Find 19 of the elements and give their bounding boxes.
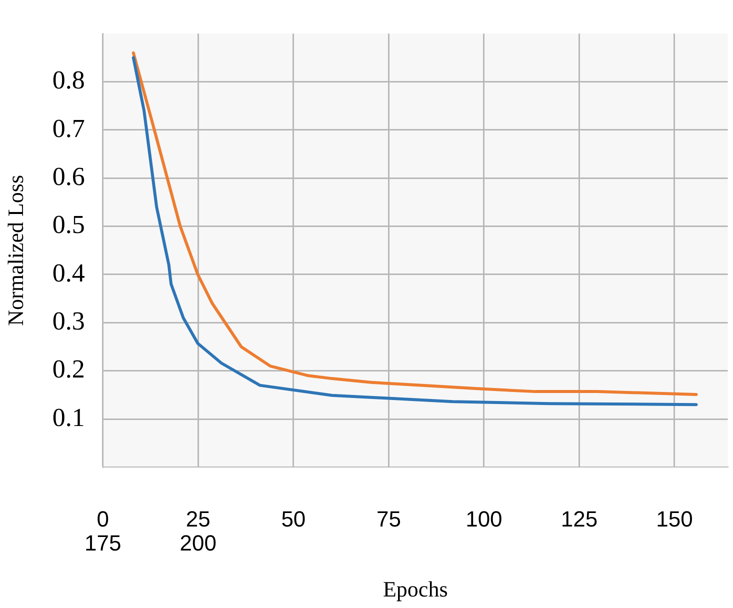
- x-axis-title: Epochs: [382, 576, 448, 602]
- y-tick-label: 0.6: [52, 162, 85, 191]
- y-tick-label: 0.7: [52, 114, 85, 143]
- y-tick-label: 0.4: [52, 258, 85, 288]
- x-tick-label: 0: [96, 506, 110, 532]
- x-tick-label: 150: [656, 506, 693, 532]
- text: 175: [84, 530, 122, 556]
- text: 200: [180, 530, 217, 556]
- x-tick-label: 100: [466, 506, 502, 532]
- y-tick-label: 0.1: [52, 402, 85, 432]
- y-axis-title: Normalized Loss: [2, 174, 28, 326]
- y-tick-label: 0.5: [52, 210, 85, 240]
- y-tick-label: 0.3: [52, 306, 85, 336]
- x-tick-label: 125: [560, 506, 598, 532]
- y-tick-label: 0.2: [52, 354, 85, 384]
- x-tick-label: 75: [376, 506, 401, 532]
- x-tick-label: 50: [281, 506, 306, 532]
- x-tick-label: 25: [186, 506, 210, 532]
- y-tick-label: 0.8: [52, 66, 85, 95]
